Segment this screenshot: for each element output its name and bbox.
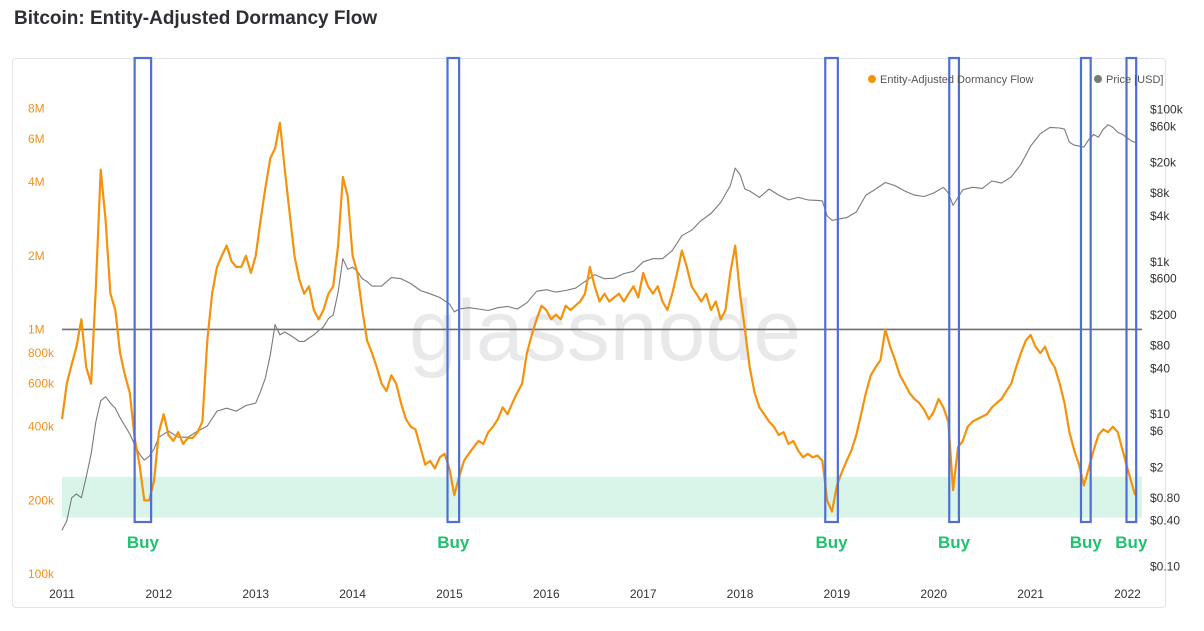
legend-label-price: Price [USD] [1106,74,1163,86]
page-title: Bitcoin: Entity-Adjusted Dormancy Flow [14,8,378,29]
x-tick-label: 2022 [1114,587,1141,601]
x-tick-label: 2016 [533,587,560,601]
legend-label-dormancy: Entity-Adjusted Dormancy Flow [880,74,1033,86]
buy-highlight-box [133,56,153,524]
y-right-tick-label: $0.40 [1150,514,1180,528]
y-right-tick-label: $4k [1150,209,1170,223]
y-left-tick-label: 1M [28,322,45,336]
buy-label: Buy [437,533,470,552]
y-right-tick-label: $60k [1150,119,1177,133]
x-tick-label: 2018 [727,587,754,601]
buy-highlight-box [446,56,461,524]
y-left-tick-label: 8M [28,102,45,116]
x-tick-label: 2011 [49,587,75,601]
y-left-tick-label: 6M [28,132,45,146]
x-tick-label: 2019 [824,587,851,601]
y-right-tick-label: $6 [1150,424,1164,438]
y-right-tick-label: $20k [1150,156,1177,170]
x-tick-label: 2015 [436,587,463,601]
y-right-tick-label: $1k [1150,255,1170,269]
buy-zone-band [62,476,1142,518]
y-left-tick-label: 600k [28,377,55,391]
y-right-tick-label: $80 [1150,338,1170,352]
y-left-tick-label: 100k [28,567,55,581]
y-right-tick-label: $100k [1150,102,1184,116]
y-left-tick-label: 200k [28,493,55,507]
y-left-tick-label: 2M [28,249,45,263]
x-tick-label: 2017 [630,587,657,601]
y-right-tick-label: $40 [1150,361,1170,375]
y-right-tick-label: $0.80 [1150,491,1180,505]
watermark: glassnode [409,283,801,379]
buy-label: Buy [1070,533,1103,552]
y-left-tick-label: 800k [28,346,55,360]
buy-highlight-box [824,56,839,524]
buy-highlight-box [1079,56,1092,524]
y-left-tick-label: 4M [28,175,45,189]
y-right-tick-label: $0.10 [1150,560,1180,574]
y-left-tick-label: 400k [28,420,55,434]
x-tick-label: 2012 [146,587,173,601]
y-right-tick-label: $2 [1150,460,1164,474]
buy-label: Buy [127,533,160,552]
legend-marker-dormancy [868,75,876,83]
buy-label: Buy [1115,533,1148,552]
buy-label: Buy [938,533,971,552]
y-right-tick-label: $10 [1150,407,1170,421]
y-right-tick-label: $200 [1150,308,1177,322]
buy-highlight-box [948,56,961,524]
x-tick-label: 2020 [920,587,947,601]
y-right-tick-label: $600 [1150,272,1177,286]
legend-marker-price [1094,75,1102,83]
price-line [61,124,1136,531]
buy-label: Buy [815,533,848,552]
x-tick-label: 2014 [339,587,366,601]
x-tick-label: 2013 [242,587,269,601]
x-tick-label: 2021 [1017,587,1044,601]
buy-highlight-box [1125,56,1138,524]
y-right-tick-label: $8k [1150,186,1170,200]
